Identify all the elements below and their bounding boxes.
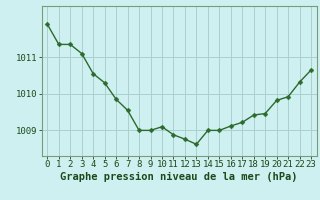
X-axis label: Graphe pression niveau de la mer (hPa): Graphe pression niveau de la mer (hPa) (60, 172, 298, 182)
